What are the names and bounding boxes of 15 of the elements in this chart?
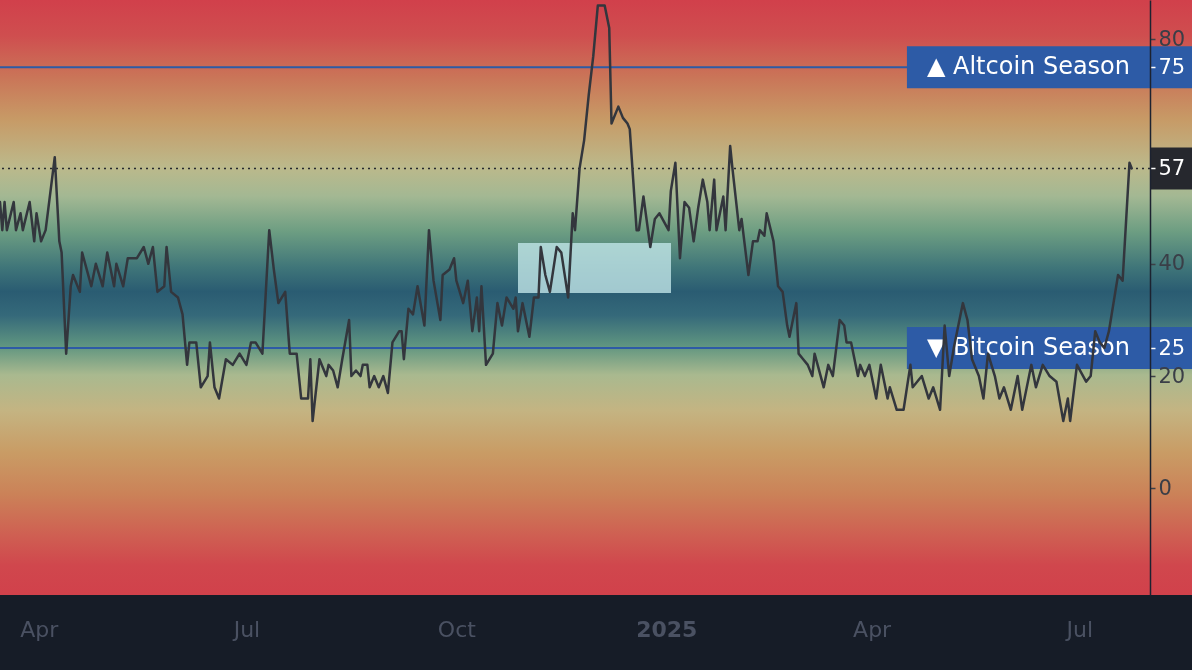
y-tick-label: 25: [1158, 335, 1186, 360]
ref-line-label: ▲ Altcoin Season: [926, 52, 1130, 81]
y-tick-label: 40: [1158, 251, 1186, 276]
y-tick-label: 80: [1158, 26, 1186, 51]
ref-line-label: ▼ Bitcoin Season: [926, 333, 1130, 362]
x-tick-label: 2025: [636, 616, 698, 642]
y-tick-label: 57: [1158, 155, 1186, 180]
y-tick-label: 0: [1158, 475, 1172, 500]
y-tick-label: 75: [1158, 54, 1186, 79]
x-tick-label: Apr: [20, 616, 60, 642]
x-tick-label: Apr: [853, 616, 893, 642]
x-tick-label: Oct: [437, 616, 477, 642]
x-tick-label: Jul: [1064, 616, 1094, 642]
x-tick-label: Jul: [231, 616, 261, 642]
y-tick-label: 20: [1158, 363, 1186, 388]
